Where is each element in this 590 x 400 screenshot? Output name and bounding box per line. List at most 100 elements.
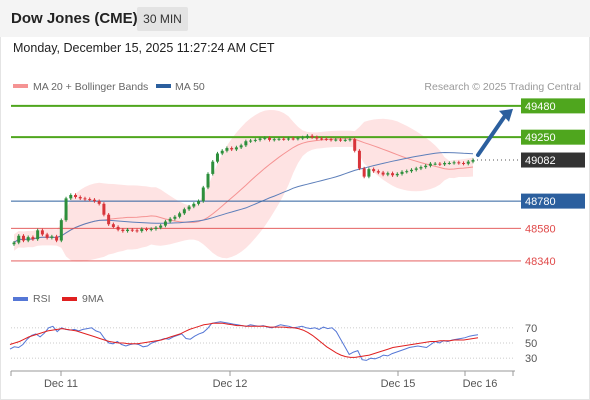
candle-body: [428, 163, 432, 166]
candle-body: [159, 225, 163, 228]
ma20-legend-swatch: [13, 84, 28, 88]
candle-body: [462, 163, 466, 165]
credit-text: Research © 2025 Trading Central: [424, 81, 581, 93]
level-label-49082: 49082: [525, 155, 556, 167]
forecast-arrow-shaft: [476, 113, 507, 158]
candle-body: [21, 235, 25, 241]
candle-body: [339, 139, 343, 141]
candle-body: [64, 198, 68, 221]
candle-body: [395, 173, 399, 176]
candle-body: [305, 135, 309, 138]
candle-body: [348, 139, 352, 141]
candle-body: [263, 137, 267, 139]
candle-body: [135, 230, 139, 232]
candle-body: [277, 138, 281, 140]
candle-body: [31, 237, 35, 240]
candle-body: [471, 160, 475, 162]
candle-body: [83, 198, 87, 200]
rsi-legend-swatch: [13, 297, 28, 301]
candle-body: [107, 214, 111, 225]
candle-body: [381, 172, 385, 175]
candle-body: [126, 229, 130, 232]
candle-body: [419, 167, 423, 169]
candle-body: [405, 171, 409, 173]
candle-body: [26, 237, 30, 241]
candle-body: [59, 220, 63, 241]
candle-body: [102, 203, 106, 215]
candle-body: [447, 163, 451, 165]
candle-body: [329, 139, 333, 141]
time-axis: Dec 11 Dec 12 Dec 15 Dec 16: [10, 370, 515, 390]
timeframe-tab[interactable]: 30 MIN: [137, 7, 188, 31]
candle-body: [74, 194, 78, 198]
candle-body: [253, 139, 257, 141]
candle-body: [286, 138, 290, 140]
ma9-legend-label: 9MA: [82, 293, 104, 305]
candle-body: [424, 165, 428, 168]
ma20-legend-label: MA 20 + Bollinger Bands: [33, 81, 148, 93]
price-plot-area: 49480 49250 49082 48780 48580 48340: [11, 98, 585, 268]
candle-body: [320, 138, 324, 140]
level-tag-49082: [521, 152, 585, 168]
candle-body: [182, 209, 186, 214]
candle-body: [173, 216, 177, 219]
candle-body: [353, 139, 357, 151]
ma9-legend-swatch: [62, 297, 77, 301]
candle-body: [50, 236, 54, 238]
candle-body: [310, 135, 314, 138]
candle-body: [466, 161, 470, 164]
candle-body: [400, 171, 404, 174]
candle-body: [168, 218, 172, 222]
candle-body: [386, 173, 390, 175]
candle-body: [376, 171, 380, 173]
candle-body: [163, 221, 167, 226]
candle-body: [244, 141, 248, 146]
candle-body: [17, 235, 21, 243]
candle-body: [178, 213, 182, 217]
candle-body: [36, 230, 40, 240]
candle-body: [111, 224, 115, 227]
level-tag-48780: [521, 193, 585, 209]
candle-body: [206, 173, 210, 188]
candle-body: [225, 148, 229, 151]
candle-body: [140, 228, 144, 232]
candle-body: [88, 199, 92, 201]
candle-body: [362, 168, 366, 177]
candle-body: [55, 236, 59, 241]
ma50-legend-swatch: [156, 84, 171, 88]
level-label-49250: 49250: [525, 132, 556, 144]
level-label-48780: 48780: [525, 196, 556, 208]
level-tag-49250: [521, 129, 585, 145]
candle-body: [116, 226, 120, 230]
candle-body: [78, 197, 82, 199]
candle-body: [230, 148, 234, 150]
candle-body: [121, 229, 125, 232]
candle-body: [97, 201, 101, 204]
candle-body: [215, 153, 219, 162]
candle-body: [258, 138, 262, 140]
x-tick-label: Dec 16: [463, 378, 498, 390]
x-tick-label: Dec 12: [213, 378, 248, 390]
candle-body: [197, 201, 201, 204]
candle-body: [144, 228, 148, 230]
candle-body: [211, 161, 215, 174]
candle-body: [272, 139, 276, 141]
timestamp: Monday, December 15, 2025 11:27:24 AM CE…: [13, 41, 275, 55]
ma9-line: [9, 322, 479, 358]
candle-body: [391, 173, 395, 176]
candle-body: [220, 150, 224, 154]
candle-body: [315, 137, 319, 139]
candle-body: [40, 230, 44, 235]
level-label-48340: 48340: [525, 256, 556, 268]
rsi-plot-area: 70 50 30: [9, 321, 537, 365]
level-label-49480: 49480: [525, 101, 556, 113]
candle-body: [149, 228, 153, 230]
candle-body: [92, 199, 96, 202]
candle-body: [192, 203, 196, 207]
candle-body: [324, 138, 328, 140]
level-tag-49480: [521, 98, 585, 114]
bollinger-band: [14, 109, 473, 262]
candle-body: [249, 140, 253, 142]
candle-body: [296, 138, 300, 140]
candle-body: [438, 163, 442, 165]
